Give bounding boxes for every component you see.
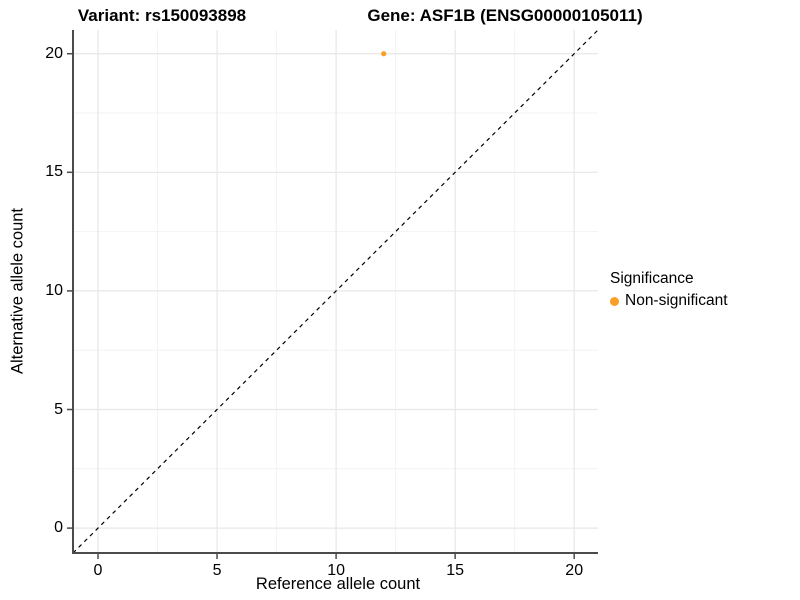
x-tick-label: 20 (565, 562, 584, 579)
legend-item-label: Non-significant (625, 292, 728, 309)
y-tick-label: 10 (45, 281, 63, 299)
non-significant-dot-icon (610, 296, 619, 306)
x-axis-title: Reference allele count (255, 575, 421, 593)
legend-title: Significance (610, 270, 694, 287)
x-tick-label: 15 (446, 562, 465, 579)
x-tick-label: 10 (327, 562, 345, 579)
data-point (381, 51, 387, 57)
y-axis-title: Alternative allele count (8, 207, 27, 375)
identity-dashed-line (72, 29, 599, 554)
legend-item-non-significant: Non-significant (610, 292, 728, 310)
x-tick-label: 0 (93, 562, 103, 579)
y-tick-label: 5 (54, 400, 63, 418)
y-tick-label: 20 (45, 44, 63, 62)
gene-title: Gene: ASF1B (ENSG00000105011) (367, 6, 643, 25)
y-tick-label: 15 (45, 163, 63, 181)
x-tick-label: 5 (212, 562, 222, 579)
legend: Significance Non-significant (610, 270, 728, 310)
variant-title: Variant: rs150093898 (77, 6, 247, 25)
y-tick-label: 0 (54, 519, 63, 537)
